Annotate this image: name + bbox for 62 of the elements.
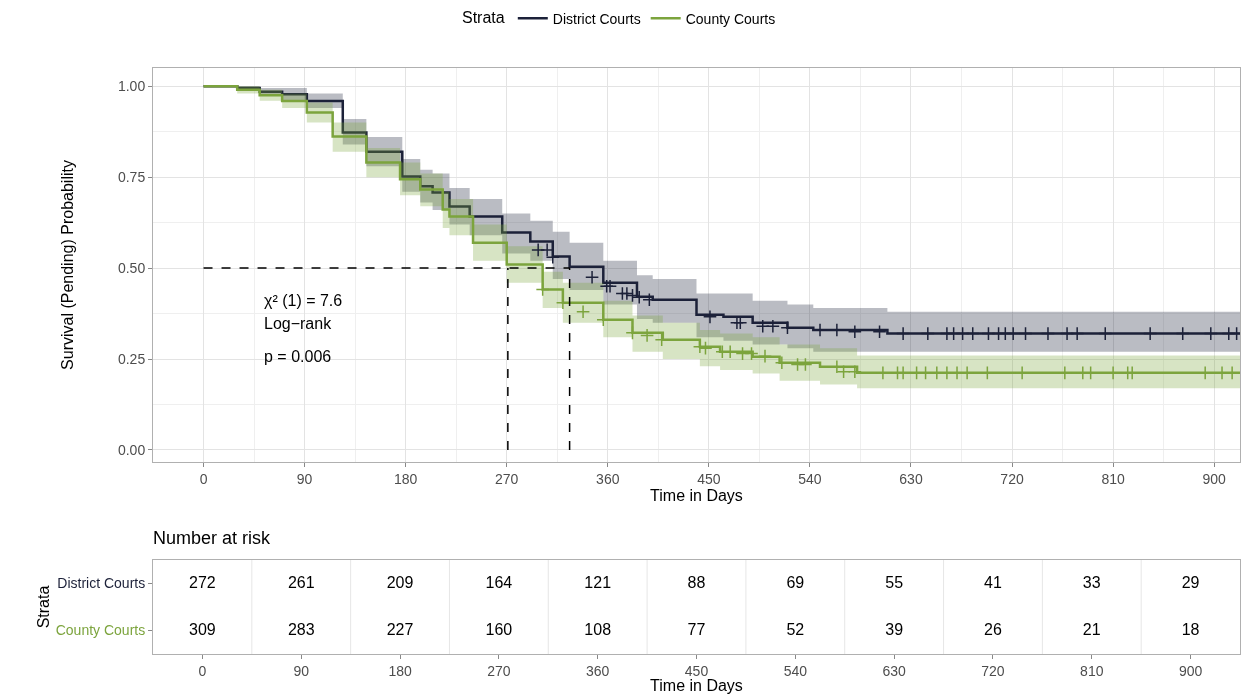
x-tick-label: 810 [1080,662,1104,679]
y-tick-label: 0.00 [117,441,146,458]
x-axis-title: Time in Days [650,487,743,505]
x-tick-label: 0 [198,662,207,679]
data-label: 209 [386,573,414,591]
data-label: 33 [1082,573,1101,591]
data-label: 69 [786,573,805,591]
data-label: 272 [189,573,216,591]
legend-title: Strata [462,9,505,27]
x-tick-label: 180 [393,470,418,487]
x-tick-label: 540 [783,662,808,679]
annotation: χ² (1) = 7.6 [264,292,343,309]
data-label: 21 [1082,620,1101,638]
legend-label: County Courts [685,10,776,27]
data-label: 26 [984,620,1002,638]
y-tick-label: County Courts [55,622,146,639]
annotation: p = 0.006 [264,348,332,365]
x-tick-label: 90 [293,662,310,679]
x-tick-label: 360 [596,470,620,487]
data-label: 309 [189,620,216,638]
chart-title: Number at risk [153,528,272,548]
x-tick-label: 270 [487,662,511,679]
x-tick-label: 630 [899,470,923,487]
x-tick-label: 540 [798,470,822,487]
x-tick-label: 180 [388,662,412,679]
y-axis-title: Survival (Pending) Probability [58,160,76,370]
data-label: 55 [885,573,904,591]
data-label: 18 [1181,620,1200,638]
x-tick-label: 270 [495,470,519,487]
data-label: 77 [687,620,706,638]
x-tick-label: 900 [1178,662,1203,679]
y-tick-label: District Courts [57,575,146,592]
x-tick-label: 720 [1000,470,1024,487]
x-axis-title: Time in Days [650,677,743,694]
data-label: 29 [1181,573,1200,591]
data-label: 52 [786,620,805,638]
data-label: 108 [584,620,612,638]
x-tick-label: 810 [1101,470,1125,487]
x-tick-label: 90 [296,470,313,487]
y-tick-label: 0.75 [117,169,146,186]
legend-label: District Courts [552,10,641,27]
data-label: 121 [584,573,612,591]
y-tick-label: 1.00 [117,78,146,95]
y-tick-label: 0.25 [117,350,146,367]
x-tick-label: 450 [684,662,709,679]
data-label: 164 [485,573,513,591]
data-label: 283 [287,620,315,638]
annotation: Log−rank [264,315,333,332]
x-tick-label: 0 [199,470,208,487]
data-label: 41 [984,573,1002,591]
x-tick-label: 720 [981,662,1005,679]
x-tick-label: 450 [697,470,721,487]
data-label: 88 [687,573,706,591]
data-label: 39 [885,620,904,638]
data-label: 160 [485,620,513,638]
y-axis-title: Strata [34,585,52,629]
x-tick-label: 360 [586,662,610,679]
y-tick-label: 0.50 [117,259,146,276]
x-tick-label: 900 [1202,470,1227,487]
data-label: 227 [386,620,414,638]
data-label: 261 [287,573,315,591]
x-tick-label: 630 [882,662,907,679]
